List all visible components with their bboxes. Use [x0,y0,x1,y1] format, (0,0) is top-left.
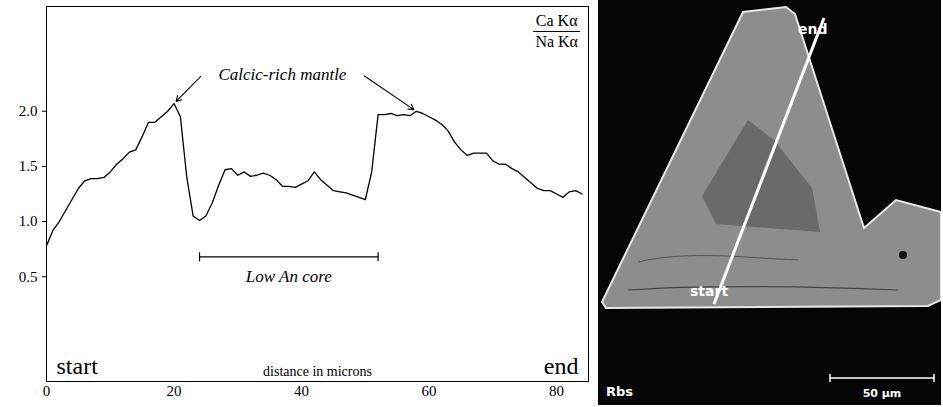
svg-text:50 µm: 50 µm [863,387,902,400]
html-text:Na Kα: Na Kα [535,33,578,51]
svg-text:Rbs: Rbs [606,384,633,399]
svg-text:0: 0 [43,383,51,399]
svg-text:Calcic-rich mantle: Calcic-rich mantle [218,65,346,84]
svg-text:2.0: 2.0 [19,103,38,119]
svg-text:distance in microns: distance in microns [263,364,372,379]
svg-text:0.5: 0.5 [19,269,38,285]
svg-text:1.5: 1.5 [19,158,38,174]
svg-text:20: 20 [167,383,182,399]
svg-text:end: end [544,353,579,379]
svg-text:80: 80 [549,383,564,399]
svg-text:end: end [798,21,827,37]
svg-text:Low An core: Low An core [245,267,332,286]
svg-text:40: 40 [294,383,309,399]
html-text:Ca Kα: Ca Kα [535,12,578,29]
svg-text:start: start [57,353,99,379]
svg-text:1.0: 1.0 [19,213,38,229]
svg-text:60: 60 [422,383,437,399]
svg-text:start: start [690,283,728,299]
